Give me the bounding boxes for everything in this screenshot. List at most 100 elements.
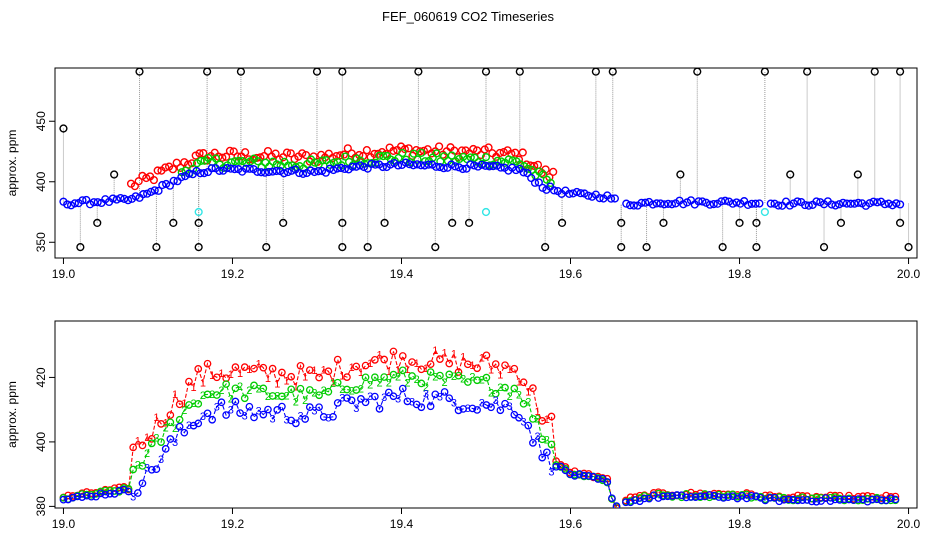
- point-blue: [96, 489, 105, 498]
- point-green: [398, 148, 407, 158]
- point-blue: [882, 496, 891, 505]
- point-blue: [253, 167, 262, 176]
- point-red: [296, 361, 305, 370]
- point-blue: [278, 402, 286, 411]
- point-red: [891, 492, 900, 501]
- point-marker-1: 1: [302, 371, 308, 383]
- point-marker-1: 1: [311, 365, 317, 377]
- point-blue: [154, 186, 163, 195]
- point-blue: [93, 198, 102, 207]
- point-red: [463, 360, 472, 369]
- point-marker-2: 2: [460, 373, 466, 385]
- point-red: [129, 443, 138, 452]
- point-marker-2: 2: [181, 405, 187, 417]
- point-blue: [868, 495, 877, 504]
- point-blue: [524, 421, 533, 430]
- point-red: [187, 159, 197, 168]
- point-blue: [208, 415, 217, 424]
- point-marker-2: 2: [544, 434, 550, 446]
- point-blue: [68, 493, 77, 502]
- point-blue: [264, 167, 273, 177]
- point-red: [250, 364, 258, 373]
- point-blue: [59, 495, 68, 504]
- point-marker-3: 3: [353, 403, 359, 415]
- point-blue: [668, 492, 677, 500]
- point-red: [495, 148, 505, 158]
- point-blue: [454, 406, 463, 415]
- point-blue: [194, 419, 203, 428]
- outlier-point: [464, 218, 474, 228]
- point-blue: [534, 178, 543, 187]
- point-blue: [576, 189, 585, 198]
- point-blue: [138, 479, 147, 488]
- point-blue: [886, 494, 895, 503]
- point-green: [268, 392, 277, 400]
- point-blue: [687, 493, 695, 501]
- point-blue: [835, 495, 844, 504]
- point-red: [203, 359, 212, 368]
- point-red: [286, 149, 295, 158]
- point-blue: [426, 402, 435, 411]
- outlier-point: [110, 170, 119, 179]
- point-blue: [826, 497, 835, 505]
- point-blue: [827, 200, 836, 209]
- point-blue: [106, 489, 114, 498]
- point-marker-3: 3: [507, 401, 513, 413]
- point-blue: [840, 495, 849, 504]
- point-red: [282, 148, 292, 157]
- point-blue: [279, 169, 289, 178]
- point-blue: [766, 493, 774, 502]
- point-blue: [458, 164, 467, 174]
- point-blue: [780, 495, 788, 504]
- point-blue: [310, 167, 319, 177]
- point-blue: [347, 396, 356, 405]
- point-green: [261, 158, 270, 167]
- point-blue: [663, 492, 672, 501]
- point-red: [263, 146, 273, 156]
- point-blue: [775, 497, 784, 506]
- point-blue: [162, 179, 171, 189]
- point-red: [352, 362, 361, 371]
- outlier-point: [481, 68, 491, 76]
- point-blue: [519, 168, 528, 177]
- point-blue: [701, 492, 709, 501]
- point-blue: [530, 178, 540, 187]
- point-red: [510, 364, 519, 373]
- point-green: [447, 151, 456, 160]
- point-blue: [784, 495, 793, 504]
- point-green: [409, 149, 418, 158]
- point-marker-1: 1: [228, 369, 234, 381]
- point-red: [301, 150, 311, 160]
- point-blue: [245, 164, 254, 173]
- point-blue: [515, 413, 523, 422]
- point-green: [203, 390, 212, 399]
- point-blue: [64, 495, 72, 504]
- point-blue: [496, 163, 505, 172]
- outlier-point: [363, 243, 372, 252]
- point-red: [491, 360, 500, 368]
- point-blue: [124, 487, 133, 496]
- point-blue: [340, 164, 349, 174]
- point-blue: [854, 495, 863, 503]
- point-marker-2: 2: [256, 383, 262, 395]
- point-blue: [595, 193, 604, 203]
- outlier-point: [617, 243, 626, 252]
- point-blue: [798, 496, 807, 504]
- point-marker-2: 2: [228, 393, 234, 405]
- point-green: [194, 399, 203, 408]
- point-marker-2: 2: [274, 391, 280, 403]
- point-green: [445, 370, 454, 379]
- point-marker-1: 1: [181, 398, 187, 410]
- point-blue: [222, 164, 232, 173]
- point-marker-2: 2: [488, 388, 494, 400]
- point-green: [333, 378, 342, 387]
- point-blue: [891, 495, 900, 504]
- point-marker-1: 1: [469, 360, 475, 372]
- point-blue: [831, 201, 840, 210]
- y-tick-label: 380: [34, 496, 48, 516]
- point-marker-1: 1: [423, 363, 429, 375]
- point-blue: [584, 471, 593, 480]
- point-green: [371, 373, 379, 382]
- y-tick-label: 420: [34, 367, 48, 387]
